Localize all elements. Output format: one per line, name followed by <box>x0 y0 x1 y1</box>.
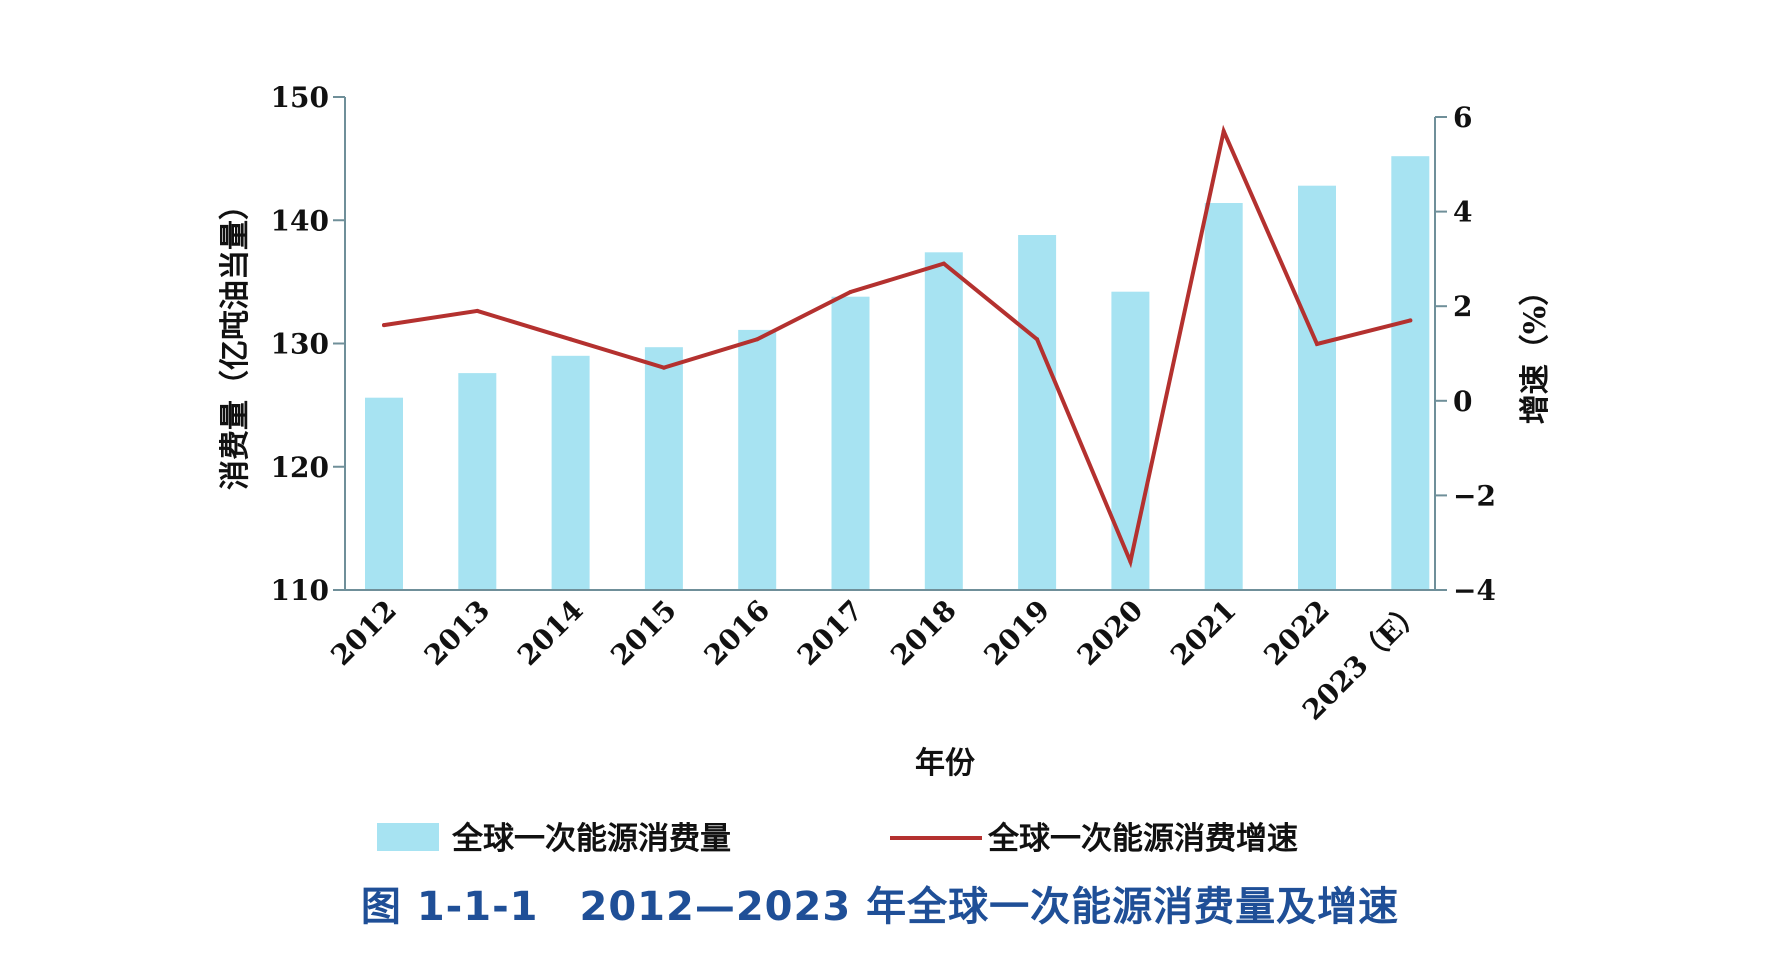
bar-2022 <box>1298 185 1336 590</box>
right-tick-label: −4 <box>1453 574 1496 607</box>
x-tick-label-4: 2016 <box>698 594 776 672</box>
x-tick-label-5: 2017 <box>791 594 869 672</box>
bar-2019 <box>1018 235 1057 590</box>
bar-2020 <box>1111 291 1150 590</box>
bar-2012 <box>365 397 403 590</box>
growth-point-2014 <box>568 337 573 342</box>
x-tick-label-2: 2014 <box>511 594 589 672</box>
legend-bar-swatch <box>377 823 439 851</box>
right-tick-label: 6 <box>1453 101 1472 134</box>
growth-point-2012 <box>382 323 386 328</box>
right-tick-label: 2 <box>1453 290 1472 323</box>
legend-line-label: 全球一次能源消费增速 <box>987 821 1298 857</box>
bar-2021 <box>1204 203 1243 590</box>
right-tick-label: −2 <box>1453 479 1496 512</box>
right-tick-label: 4 <box>1453 196 1472 229</box>
figure-caption: 图 1-1-1 2012—2023 年全球一次能源消费量及增速 <box>361 884 1399 930</box>
right-axis-title: 增速（%） <box>1518 276 1553 425</box>
growth-point-2019 <box>1035 337 1040 342</box>
growth-point-2020 <box>1128 559 1133 564</box>
x-tick-label-0: 2012 <box>325 594 403 672</box>
x-tick-label-1: 2013 <box>418 594 496 672</box>
left-tick-label: 110 <box>271 574 329 607</box>
growth-point-2017 <box>848 290 853 294</box>
left-tick-label: 130 <box>271 328 329 361</box>
bars-layer <box>365 156 1430 591</box>
bar-2023（E） <box>1391 156 1430 590</box>
left-axis-title: 消费量（亿吨油当量） <box>218 190 253 490</box>
growth-line-layer <box>382 124 1413 569</box>
growth-point-2015 <box>661 365 666 370</box>
bar-2017 <box>831 296 870 590</box>
bar-2018 <box>924 252 963 591</box>
x-tick-label-10: 2022 <box>1258 594 1336 672</box>
left-tick-label: 120 <box>271 451 329 484</box>
growth-point-2016 <box>755 337 760 342</box>
growth-point-2023（E） <box>1408 318 1413 323</box>
right-tick-label: 0 <box>1453 385 1472 418</box>
legend: 全球一次能源消费量 全球一次能源消费增速 <box>377 821 1298 857</box>
left-tick-label: 150 <box>271 81 329 114</box>
legend-bar-label: 全球一次能源消费量 <box>451 821 731 857</box>
axes-layer <box>333 96 1447 591</box>
growth-point-2013 <box>475 308 480 313</box>
bar-2014 <box>551 355 590 590</box>
bar-2016 <box>738 329 777 590</box>
x-tick-label-8: 2020 <box>1071 594 1149 672</box>
growth-point-2018 <box>941 261 946 266</box>
growth-point-2021 <box>1221 129 1226 134</box>
x-axis-title: 年份 <box>915 746 975 781</box>
growth-point-2022 <box>1315 342 1319 346</box>
left-tick-label: 140 <box>271 204 329 237</box>
x-tick-label-9: 2021 <box>1164 594 1242 672</box>
bar-2013 <box>458 373 497 590</box>
x-tick-label-6: 2018 <box>884 594 962 672</box>
x-tick-label-7: 2019 <box>978 594 1056 672</box>
x-tick-label-3: 2015 <box>604 594 682 672</box>
growth-rate-line <box>382 124 1413 569</box>
bar-2015 <box>644 347 683 590</box>
